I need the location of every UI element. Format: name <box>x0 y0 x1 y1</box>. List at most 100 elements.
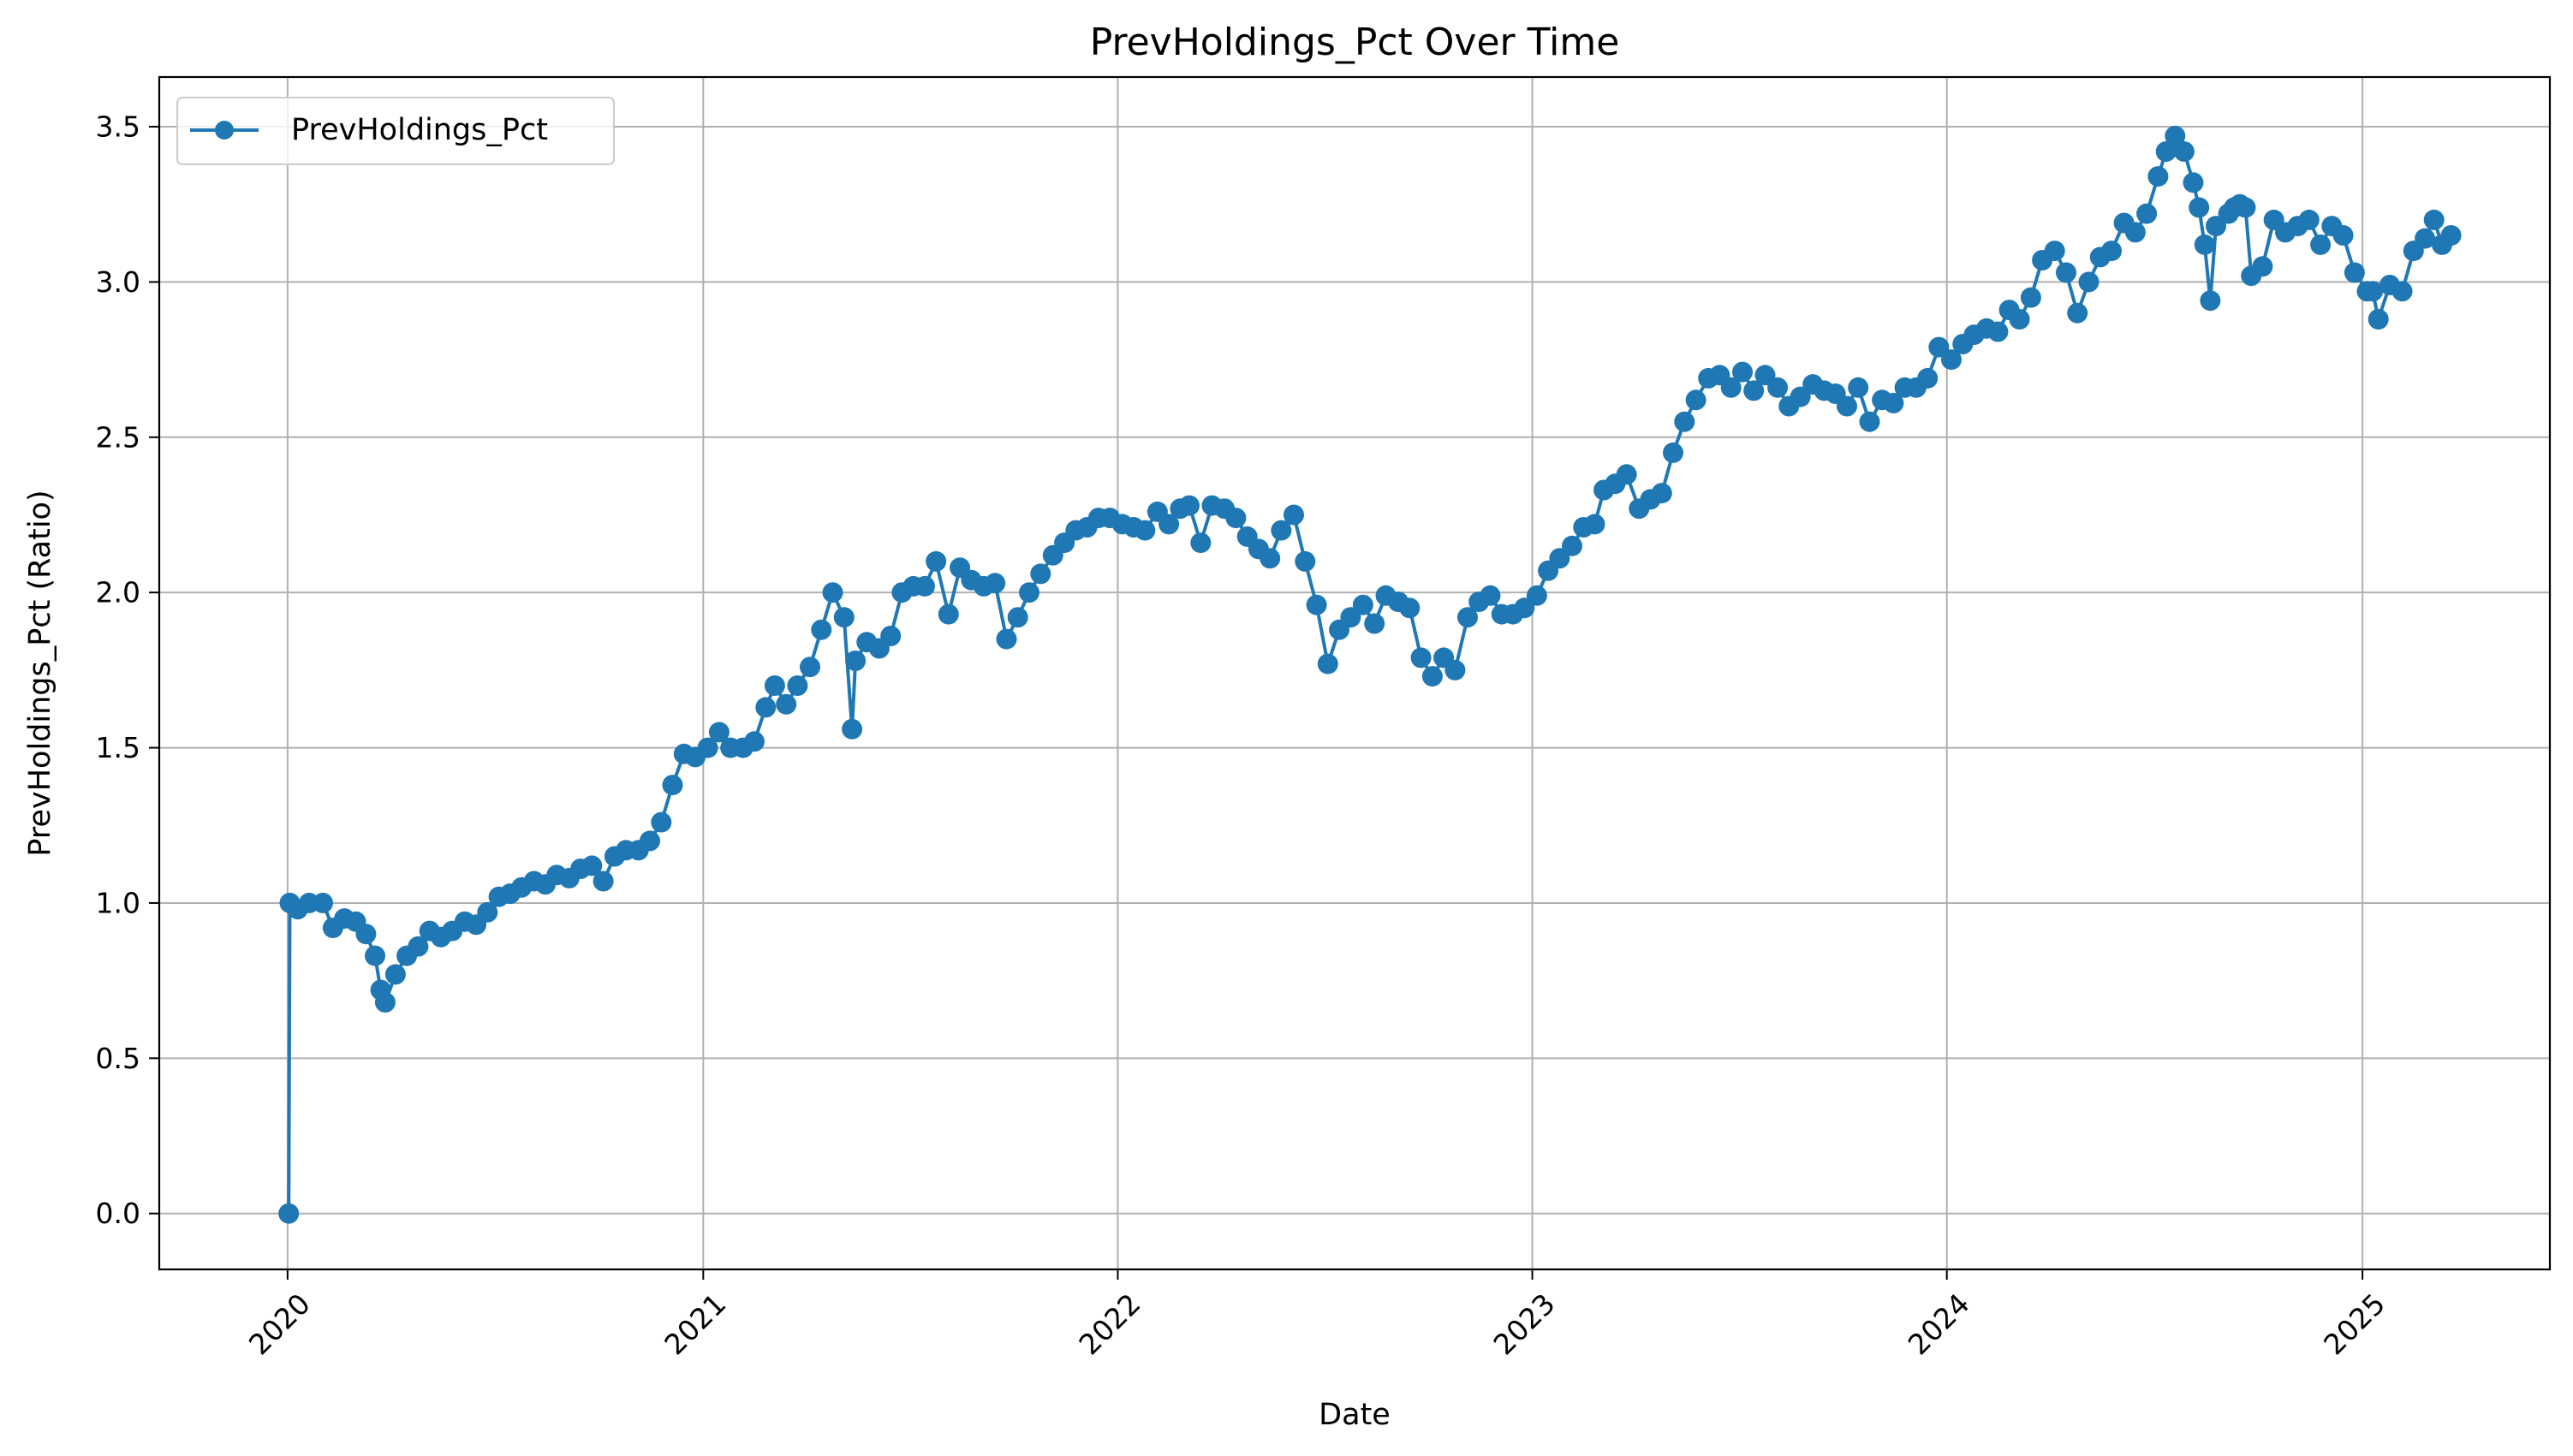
data-point <box>2183 172 2204 193</box>
data-point <box>313 892 333 913</box>
data-point <box>1399 597 1421 619</box>
data-point <box>1340 607 1361 628</box>
data-point <box>2173 141 2195 163</box>
data-point <box>1480 585 1501 606</box>
data-point <box>1859 411 1880 432</box>
data-point <box>1306 594 1327 615</box>
data-point <box>1526 585 1547 606</box>
data-point <box>1883 392 1904 413</box>
data-point <box>708 722 730 743</box>
data-point <box>2368 309 2389 330</box>
data-point <box>1790 386 1811 407</box>
data-point <box>1007 607 1028 628</box>
data-point <box>2206 216 2226 237</box>
data-point <box>1030 563 1051 585</box>
data-point <box>2235 197 2256 218</box>
data-point <box>1685 389 1706 411</box>
data-point <box>1364 613 1385 634</box>
x-axis-label: Date <box>1319 1398 1391 1432</box>
data-point <box>1928 336 1950 358</box>
legend: PrevHoldings_Pct <box>176 97 615 165</box>
y-tick-label: 2.0 <box>96 576 140 609</box>
data-point <box>2136 203 2158 224</box>
data-point <box>2310 234 2332 255</box>
data-point <box>581 855 603 877</box>
data-point <box>1743 380 1765 401</box>
data-point <box>926 550 947 572</box>
data-point <box>776 693 797 715</box>
data-point <box>1410 647 1432 669</box>
y-axis: 0.0 0.5 1.0 1.5 2.0 2.5 3.0 3.5 <box>96 110 159 1230</box>
data-point <box>1019 582 1039 603</box>
data-point <box>2009 309 2030 330</box>
data-point <box>355 924 377 945</box>
data-point <box>2147 166 2169 187</box>
data-point <box>1514 597 1535 619</box>
data-point <box>811 619 832 640</box>
data-point <box>2044 241 2065 262</box>
y-tick-label: 3.5 <box>96 110 140 144</box>
data-point <box>800 657 820 678</box>
data-point <box>2067 302 2088 324</box>
data-point <box>1732 361 1753 383</box>
data-point <box>408 936 429 957</box>
data-point <box>365 945 385 966</box>
data-point <box>1317 653 1338 675</box>
data-point <box>1767 377 1789 398</box>
y-tick-label: 1.5 <box>96 731 140 764</box>
data-point <box>1562 535 1582 556</box>
data-point <box>2440 225 2462 246</box>
data-point <box>842 718 863 740</box>
data-point <box>593 871 614 892</box>
data-point <box>833 607 855 628</box>
data-point <box>1135 520 1156 541</box>
data-point <box>787 675 808 696</box>
y-tick-label: 0.5 <box>96 1042 140 1075</box>
data-point <box>2165 125 2186 146</box>
data-point <box>938 603 959 625</box>
data-point <box>1616 464 1637 485</box>
data-point <box>1549 548 1570 569</box>
data-point <box>2344 262 2365 283</box>
data-point <box>1651 483 1672 504</box>
data-point <box>1720 377 1742 398</box>
data-point <box>2298 209 2320 230</box>
data-point <box>374 992 396 1013</box>
data-point <box>640 830 660 852</box>
data-point <box>880 626 902 646</box>
data-point <box>2078 271 2099 293</box>
y-tick-label: 3.0 <box>96 265 140 299</box>
data-point <box>2391 281 2413 302</box>
data-point <box>1352 594 1373 615</box>
data-point <box>845 651 867 671</box>
data-point <box>662 775 683 796</box>
data-point <box>697 737 718 758</box>
y-tick-label: 2.5 <box>96 420 140 454</box>
data-point <box>1837 395 1857 417</box>
data-point <box>1941 349 1962 371</box>
y-axis-label: PrevHoldings_Pct (Ratio) <box>23 490 57 856</box>
legend-label: PrevHoldings_Pct <box>291 113 548 147</box>
data-point <box>2101 241 2122 262</box>
data-point <box>744 731 765 752</box>
series-layer <box>278 125 2462 1224</box>
data-point <box>2020 287 2041 308</box>
data-point <box>651 811 672 833</box>
data-point <box>1179 495 1200 516</box>
data-point <box>278 1203 300 1224</box>
data-point <box>1848 377 1869 398</box>
data-point <box>2332 225 2354 246</box>
data-point <box>1754 365 1776 386</box>
data-point <box>1225 508 1247 529</box>
y-tick-label: 0.0 <box>96 1197 140 1230</box>
data-point <box>755 697 777 718</box>
data-point <box>2056 262 2076 283</box>
data-point <box>1584 514 1605 535</box>
data-point <box>2423 209 2445 230</box>
data-point <box>384 964 406 985</box>
data-point <box>2415 228 2436 249</box>
data-point <box>1271 520 1292 541</box>
